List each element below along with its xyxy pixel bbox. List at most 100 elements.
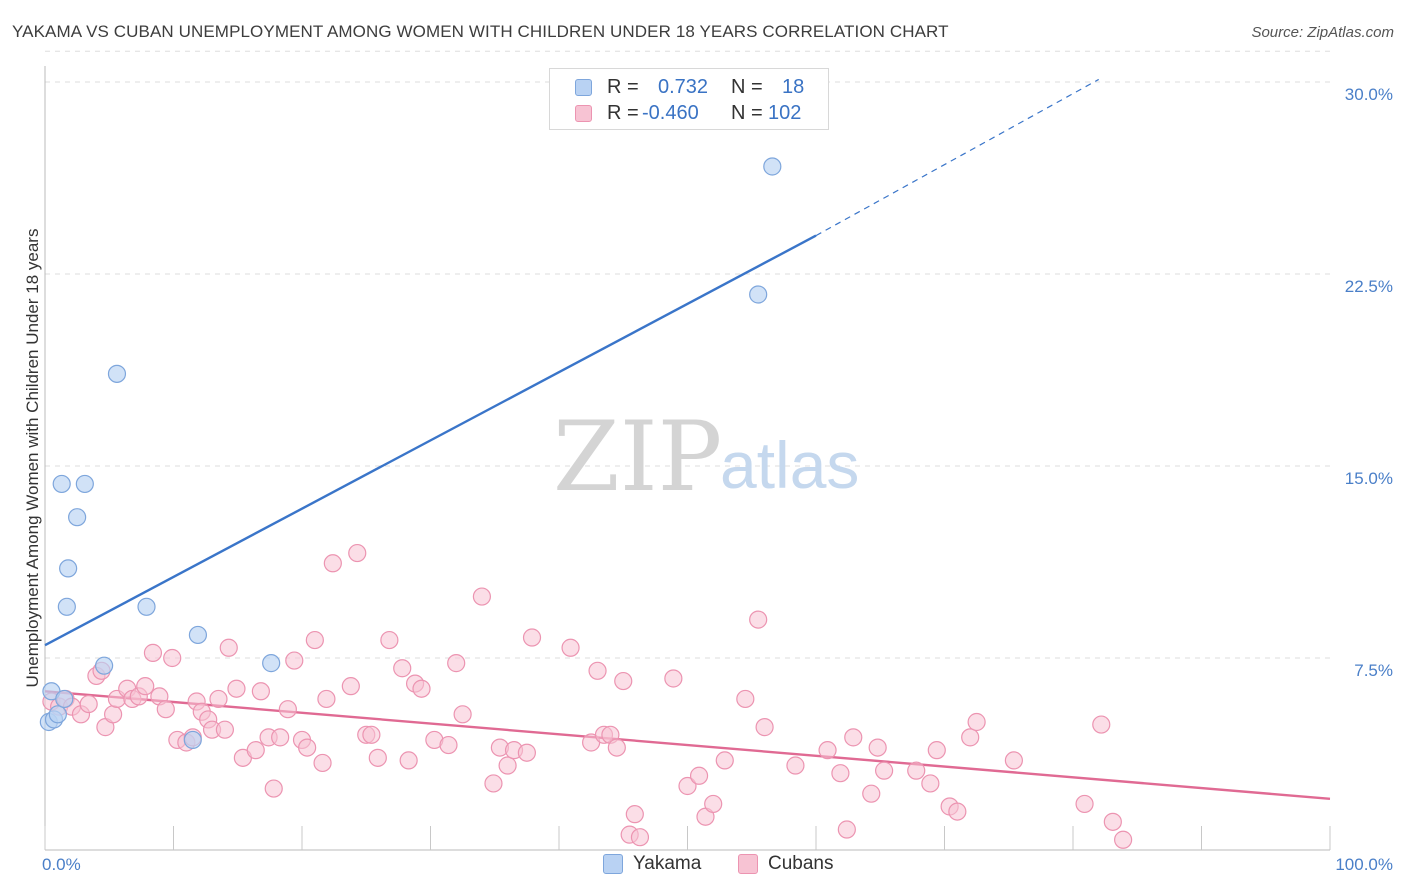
yakama-swatch (603, 854, 623, 874)
data-point-yakama (52, 474, 71, 494)
data-point-cubans (362, 725, 381, 744)
watermark: ZIP atlas (553, 401, 859, 513)
legend-label-cubans: Cubans (768, 853, 834, 874)
data-point-cubans (749, 610, 768, 629)
data-point-cubans (664, 669, 683, 688)
trend-lines (44, 78, 1331, 800)
data-point-cubans (278, 700, 297, 719)
data-point-cubans (412, 679, 431, 698)
data-point-cubans (348, 543, 367, 563)
data-point-cubans (143, 643, 163, 662)
data-point-cubans (305, 630, 324, 650)
y-tick-label: 22.5% (1345, 277, 1393, 296)
data-point-cubans (163, 648, 182, 668)
data-point-cubans (1075, 794, 1094, 814)
data-point-cubans (341, 677, 360, 696)
data-point-cubans (1114, 830, 1133, 849)
data-point-cubans (927, 741, 946, 760)
data-point-yakama (75, 474, 94, 494)
r-value: 0.732 (658, 76, 709, 98)
legend-label-yakama: Yakama (633, 853, 702, 874)
source-label: Source: ZipAtlas.com (1251, 24, 1394, 41)
n-label: N = (731, 76, 763, 98)
y-tick-label: 15.0% (1345, 469, 1393, 488)
data-point-yakama (57, 597, 76, 616)
data-point-cubans (215, 720, 234, 739)
n-value: 102 (768, 102, 802, 124)
data-point-cubans (522, 628, 542, 647)
data-point-cubans (79, 694, 98, 714)
data-point-yakama (183, 730, 202, 750)
data-point-yakama (68, 508, 87, 527)
data-point-cubans (625, 805, 644, 824)
data-point-cubans (209, 689, 228, 709)
y-tick-label: 30.0% (1345, 85, 1393, 104)
data-point-cubans (561, 638, 580, 657)
r-label: R = (607, 102, 639, 124)
data-point-yakama (763, 157, 782, 176)
data-point-yakama (188, 625, 208, 645)
cubans-swatch (738, 854, 758, 874)
data-point-cubans (786, 756, 805, 775)
n-value: 18 (782, 76, 805, 98)
data-point-cubans (246, 741, 265, 760)
data-point-cubans (1004, 751, 1023, 770)
trend-line-yakama (44, 234, 817, 647)
data-point-cubans (313, 753, 332, 773)
data-point-cubans (484, 774, 503, 793)
r-label: R = (607, 76, 639, 98)
data-point-cubans (715, 751, 734, 770)
data-point-cubans (219, 638, 238, 657)
data-point-cubans (104, 705, 123, 724)
data-point-cubans (588, 661, 607, 680)
data-point-cubans (453, 705, 472, 724)
data-point-cubans (862, 784, 881, 803)
data-point-cubans (447, 654, 466, 673)
data-point-cubans (961, 728, 980, 747)
data-point-yakama (749, 285, 768, 304)
data-point-cubans (831, 764, 850, 783)
data-point-yakama (107, 364, 127, 383)
data-point-cubans (844, 728, 863, 747)
data-point-yakama (59, 559, 78, 578)
y-tick-labels: 7.5% 15.0% 22.5% 30.0% (1345, 85, 1393, 680)
watermark-atlas: atlas (720, 428, 859, 502)
data-point-cubans (156, 700, 175, 719)
data-point-cubans (678, 776, 697, 796)
data-point-cubans (755, 718, 774, 737)
data-point-cubans (630, 828, 650, 847)
r-value: -0.460 (642, 102, 699, 124)
data-point-cubans (380, 630, 399, 650)
data-point-yakama (48, 705, 67, 724)
data-point-yakama (55, 689, 74, 709)
series-yakama (39, 157, 782, 750)
data-point-cubans (323, 554, 342, 573)
chart-title: YAKAMA VS CUBAN UNEMPLOYMENT AMONG WOMEN… (12, 22, 949, 41)
stats-row-cubans: R = -0.460 N = 102 (550, 100, 828, 128)
yakama-swatch (575, 79, 592, 96)
data-point-cubans (837, 820, 856, 839)
stats-box: R = 0.732 N = 18 R = -0.460 N = 102 (549, 68, 829, 130)
data-point-cubans (868, 738, 887, 757)
data-point-cubans (967, 712, 986, 732)
data-point-cubans (317, 689, 336, 709)
data-point-cubans (439, 735, 458, 755)
stats-row-yakama: R = 0.732 N = 18 (550, 74, 828, 102)
data-point-cubans (251, 682, 270, 701)
data-point-cubans (517, 743, 536, 762)
data-point-cubans (736, 689, 755, 709)
data-point-cubans (472, 587, 491, 606)
grid-lines (45, 50, 1330, 659)
y-tick-label: 7.5% (1354, 661, 1393, 680)
data-point-cubans (948, 802, 967, 821)
data-point-cubans (689, 766, 709, 785)
data-point-cubans (136, 677, 155, 696)
legend: Yakama Cubans (0, 852, 1406, 878)
data-point-cubans (614, 671, 633, 691)
data-point-yakama (137, 597, 156, 616)
data-point-cubans (607, 738, 626, 757)
data-point-cubans (704, 794, 723, 814)
data-point-cubans (264, 779, 283, 798)
data-point-cubans (498, 756, 517, 775)
